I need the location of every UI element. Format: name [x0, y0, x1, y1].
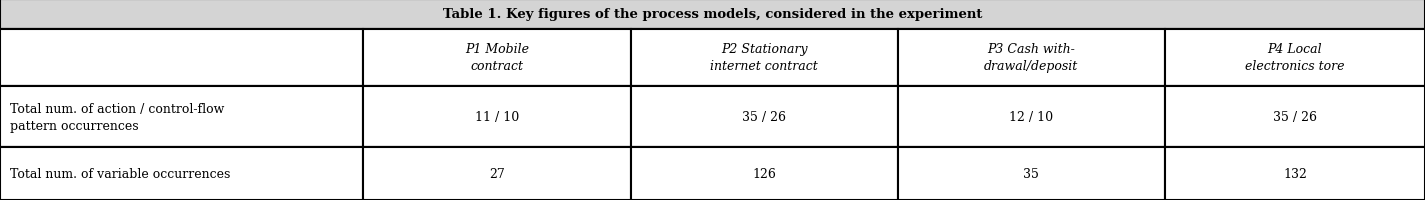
Polygon shape — [630, 87, 898, 148]
Polygon shape — [1164, 87, 1425, 148]
Polygon shape — [898, 30, 1164, 87]
Polygon shape — [630, 148, 898, 200]
Polygon shape — [0, 0, 1425, 30]
Text: 35: 35 — [1023, 167, 1039, 180]
Polygon shape — [0, 30, 1425, 87]
Text: 27: 27 — [489, 167, 504, 180]
Polygon shape — [0, 30, 363, 87]
Polygon shape — [630, 30, 898, 87]
Polygon shape — [0, 87, 1425, 148]
Text: P4 Local
electronics tore: P4 Local electronics tore — [1245, 43, 1345, 73]
Text: 11 / 10: 11 / 10 — [475, 111, 519, 124]
Polygon shape — [363, 148, 630, 200]
Polygon shape — [1164, 148, 1425, 200]
Polygon shape — [363, 30, 630, 87]
Text: 132: 132 — [1282, 167, 1307, 180]
Text: 35 / 26: 35 / 26 — [742, 111, 787, 124]
Text: P3 Cash with-
drawal/deposit: P3 Cash with- drawal/deposit — [985, 43, 1079, 73]
Polygon shape — [898, 87, 1164, 148]
Polygon shape — [1164, 30, 1425, 87]
Text: P1 Mobile
contract: P1 Mobile contract — [465, 43, 529, 73]
Text: 126: 126 — [752, 167, 777, 180]
Polygon shape — [0, 87, 363, 148]
Text: P2 Stationary
internet contract: P2 Stationary internet contract — [710, 43, 818, 73]
Polygon shape — [898, 148, 1164, 200]
Text: Table 1. Key figures of the process models, considered in the experiment: Table 1. Key figures of the process mode… — [443, 8, 982, 21]
Text: 12 / 10: 12 / 10 — [1009, 111, 1053, 124]
Text: Total num. of action / control-flow
pattern occurrences: Total num. of action / control-flow patt… — [10, 102, 224, 132]
Polygon shape — [0, 148, 1425, 200]
Text: Total num. of variable occurrences: Total num. of variable occurrences — [10, 167, 231, 180]
Text: 35 / 26: 35 / 26 — [1273, 111, 1317, 124]
Polygon shape — [363, 87, 630, 148]
Polygon shape — [0, 148, 363, 200]
